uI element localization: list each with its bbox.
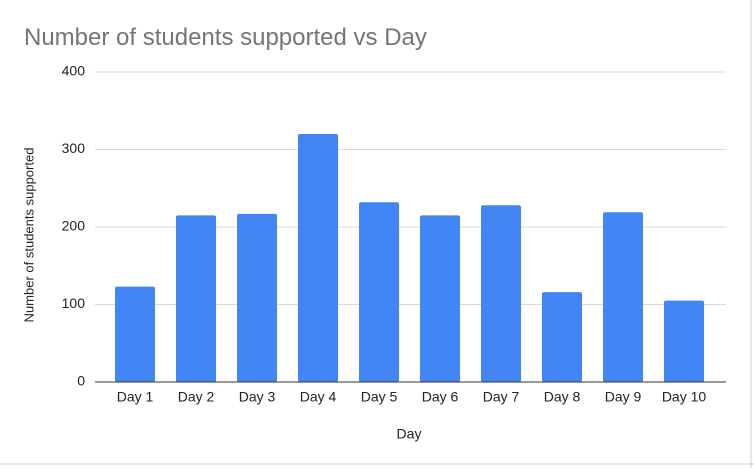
x-axis-label: Day: [397, 426, 422, 442]
x-tick-label: Day 4: [300, 389, 337, 405]
x-tick-label: Day 6: [422, 389, 459, 405]
bar: [176, 215, 216, 382]
bar: [237, 213, 277, 382]
y-axis-label: Number of students supported: [21, 148, 36, 323]
y-tick-label: 300: [62, 140, 86, 156]
x-tick-label: Day 3: [239, 389, 276, 405]
x-tick-label: Day 2: [178, 389, 215, 405]
chart-title: Number of students supported vs Day: [24, 24, 427, 51]
bar: [542, 292, 582, 382]
bar: [298, 134, 338, 382]
y-tick-label: 0: [77, 373, 85, 389]
y-tick-label: 200: [62, 218, 86, 234]
bar: [664, 300, 704, 382]
x-tick-label: Day 8: [544, 389, 581, 405]
x-tick-label: Day 10: [662, 389, 707, 405]
x-tick-label: Day 9: [605, 389, 642, 405]
bar: [359, 202, 399, 382]
y-tick-label: 100: [62, 295, 86, 311]
x-tick-label: Day 5: [361, 389, 398, 405]
bar: [603, 212, 643, 382]
x-tick-label: Day 7: [483, 389, 520, 405]
bar: [115, 286, 155, 382]
bar: [481, 205, 521, 382]
x-tick-label: Day 1: [117, 389, 154, 405]
y-tick-label: 400: [62, 63, 86, 79]
bar: [420, 215, 460, 382]
